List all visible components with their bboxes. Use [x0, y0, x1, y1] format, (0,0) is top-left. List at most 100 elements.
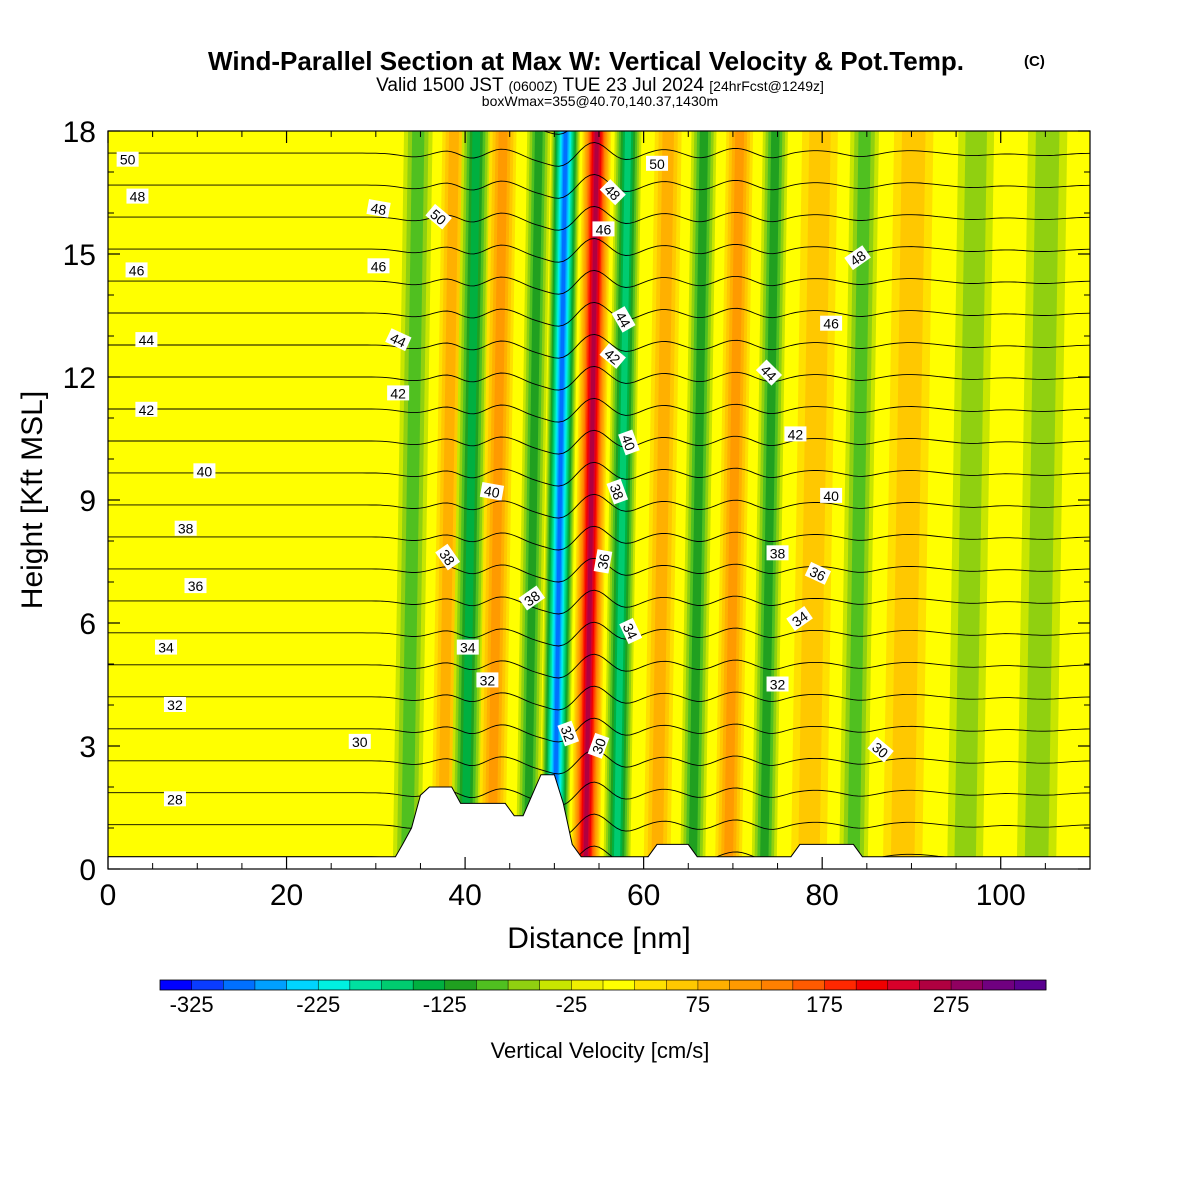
contour-label: 32: [476, 672, 499, 688]
contour-label-text: 38: [607, 482, 627, 502]
contour-label: 46: [592, 221, 615, 237]
isentrope-line: [108, 269, 1090, 295]
colorbar-swatch: [476, 980, 509, 990]
x-tick-label: 0: [100, 879, 117, 912]
colorbar-swatch: [508, 980, 541, 990]
w-band: [461, 131, 481, 857]
colorbar-swatch: [191, 980, 224, 990]
chart-subtitle: Valid 1500 JST (0600Z) TUE 23 Jul 2024 […: [376, 75, 824, 96]
colorbar-swatch: [761, 980, 794, 990]
chart-title: Wind-Parallel Section at Max W: Vertical…: [208, 46, 964, 76]
colorbar-swatch: [824, 980, 857, 990]
isentrope-line: [108, 365, 1090, 391]
isentrope-line: [108, 301, 1090, 327]
colorbar-swatch: [666, 980, 699, 990]
colorbar-tick-label: -225: [296, 992, 340, 1017]
w-band: [1024, 131, 1060, 857]
x-tick-label: 60: [627, 879, 660, 912]
contour-label-text: 40: [483, 483, 501, 501]
colorbar-swatch: [887, 980, 920, 990]
colorbar-swatch: [792, 980, 825, 990]
contour-label: 50: [116, 151, 139, 168]
terrain: [108, 774, 1090, 869]
colorbar-swatch: [318, 980, 351, 990]
contour-label-text: 42: [139, 402, 155, 418]
colorbar-swatch: [381, 980, 414, 990]
y-tick-label: 6: [79, 608, 96, 641]
y-tick-label: 9: [79, 485, 96, 518]
w-band: [552, 131, 568, 857]
contour-label: 44: [135, 332, 158, 348]
contour-label: 48: [844, 245, 871, 271]
isentrope-line: [108, 397, 1090, 423]
contour-label: 40: [820, 487, 843, 504]
contour-label-text: 32: [167, 697, 183, 713]
y-tick-label: 12: [63, 362, 96, 395]
x-tick-label: 20: [270, 879, 303, 912]
contour-label-text: 30: [589, 736, 609, 756]
contour-label: 40: [618, 429, 640, 456]
colorbar-swatch: [444, 980, 477, 990]
isentrope-line: [108, 525, 1090, 551]
colorbar-tick-label: -25: [555, 992, 587, 1017]
contour-label: 32: [766, 676, 789, 693]
colorbar-swatch: [254, 980, 288, 990]
contour-label-text: 42: [788, 426, 804, 442]
w-band: [954, 131, 987, 857]
contour-label-text: 40: [823, 488, 839, 504]
colorbar-swatch: [1014, 980, 1047, 990]
w-band: [847, 131, 871, 857]
w-band: [401, 131, 425, 857]
colorbar-tick-label: 175: [806, 992, 843, 1017]
colorbar-swatch: [413, 980, 446, 990]
contour-label-text: 50: [120, 152, 136, 168]
contour-label-text: 44: [612, 309, 634, 331]
contour-label-text: 46: [596, 221, 612, 237]
x-tick-label: 80: [805, 879, 838, 912]
isentrope-line: [108, 429, 1090, 455]
contour-label-text: 32: [558, 724, 578, 744]
contour-label: 38: [435, 543, 461, 571]
contour-label-text: 34: [158, 640, 174, 656]
y-tick-label: 15: [63, 239, 96, 272]
x-axis-label: Distance [nm]: [507, 922, 690, 955]
x-tick-label: 100: [976, 879, 1026, 912]
colorbar-swatch: [286, 980, 319, 990]
isentrope-line: [108, 717, 1090, 743]
contour-label-text: 38: [178, 521, 194, 537]
colorbar: -325 -225 -125 -25 75 175 275: [159, 979, 1047, 1017]
contour-label: 42: [135, 401, 158, 418]
colorbar-tick-label: -325: [170, 992, 214, 1017]
y-axis-label: Height [Kft MSL]: [16, 391, 49, 609]
contour-label-text: 48: [369, 200, 387, 218]
contour-label: 30: [348, 733, 371, 750]
contour-label-text: 42: [390, 385, 406, 401]
contour-label-text: 48: [130, 189, 146, 205]
colorbar-swatch: [571, 980, 604, 990]
isentrope-line: [108, 621, 1090, 647]
w-band: [798, 131, 831, 857]
isentrope-line: [108, 206, 1090, 231]
contour-label: 32: [557, 720, 580, 747]
contour-label-text: 46: [823, 316, 839, 332]
contour-label: 42: [387, 385, 410, 401]
colorbar-tick-label: 275: [933, 992, 970, 1017]
contour-label-text: 36: [594, 552, 612, 570]
colorbar-swatch: [349, 980, 382, 990]
contour-label-text: 36: [188, 578, 204, 594]
isentrope-line: [108, 142, 1090, 167]
contour-label-text: 38: [770, 545, 786, 561]
contour-label: 38: [766, 545, 789, 561]
contour-label: 34: [619, 617, 643, 645]
isentrope-line: [108, 238, 1090, 263]
contour-label: 36: [184, 578, 207, 594]
colorbar-swatch: [856, 980, 889, 990]
contour-label: 34: [456, 639, 479, 656]
contour-label: 36: [804, 561, 832, 585]
colorbar-swatch: [603, 980, 636, 990]
isentrope-line: [108, 589, 1090, 615]
chart-title-mark: (C): [1024, 53, 1045, 70]
w-band: [688, 131, 709, 857]
contour-label: 46: [367, 258, 390, 274]
